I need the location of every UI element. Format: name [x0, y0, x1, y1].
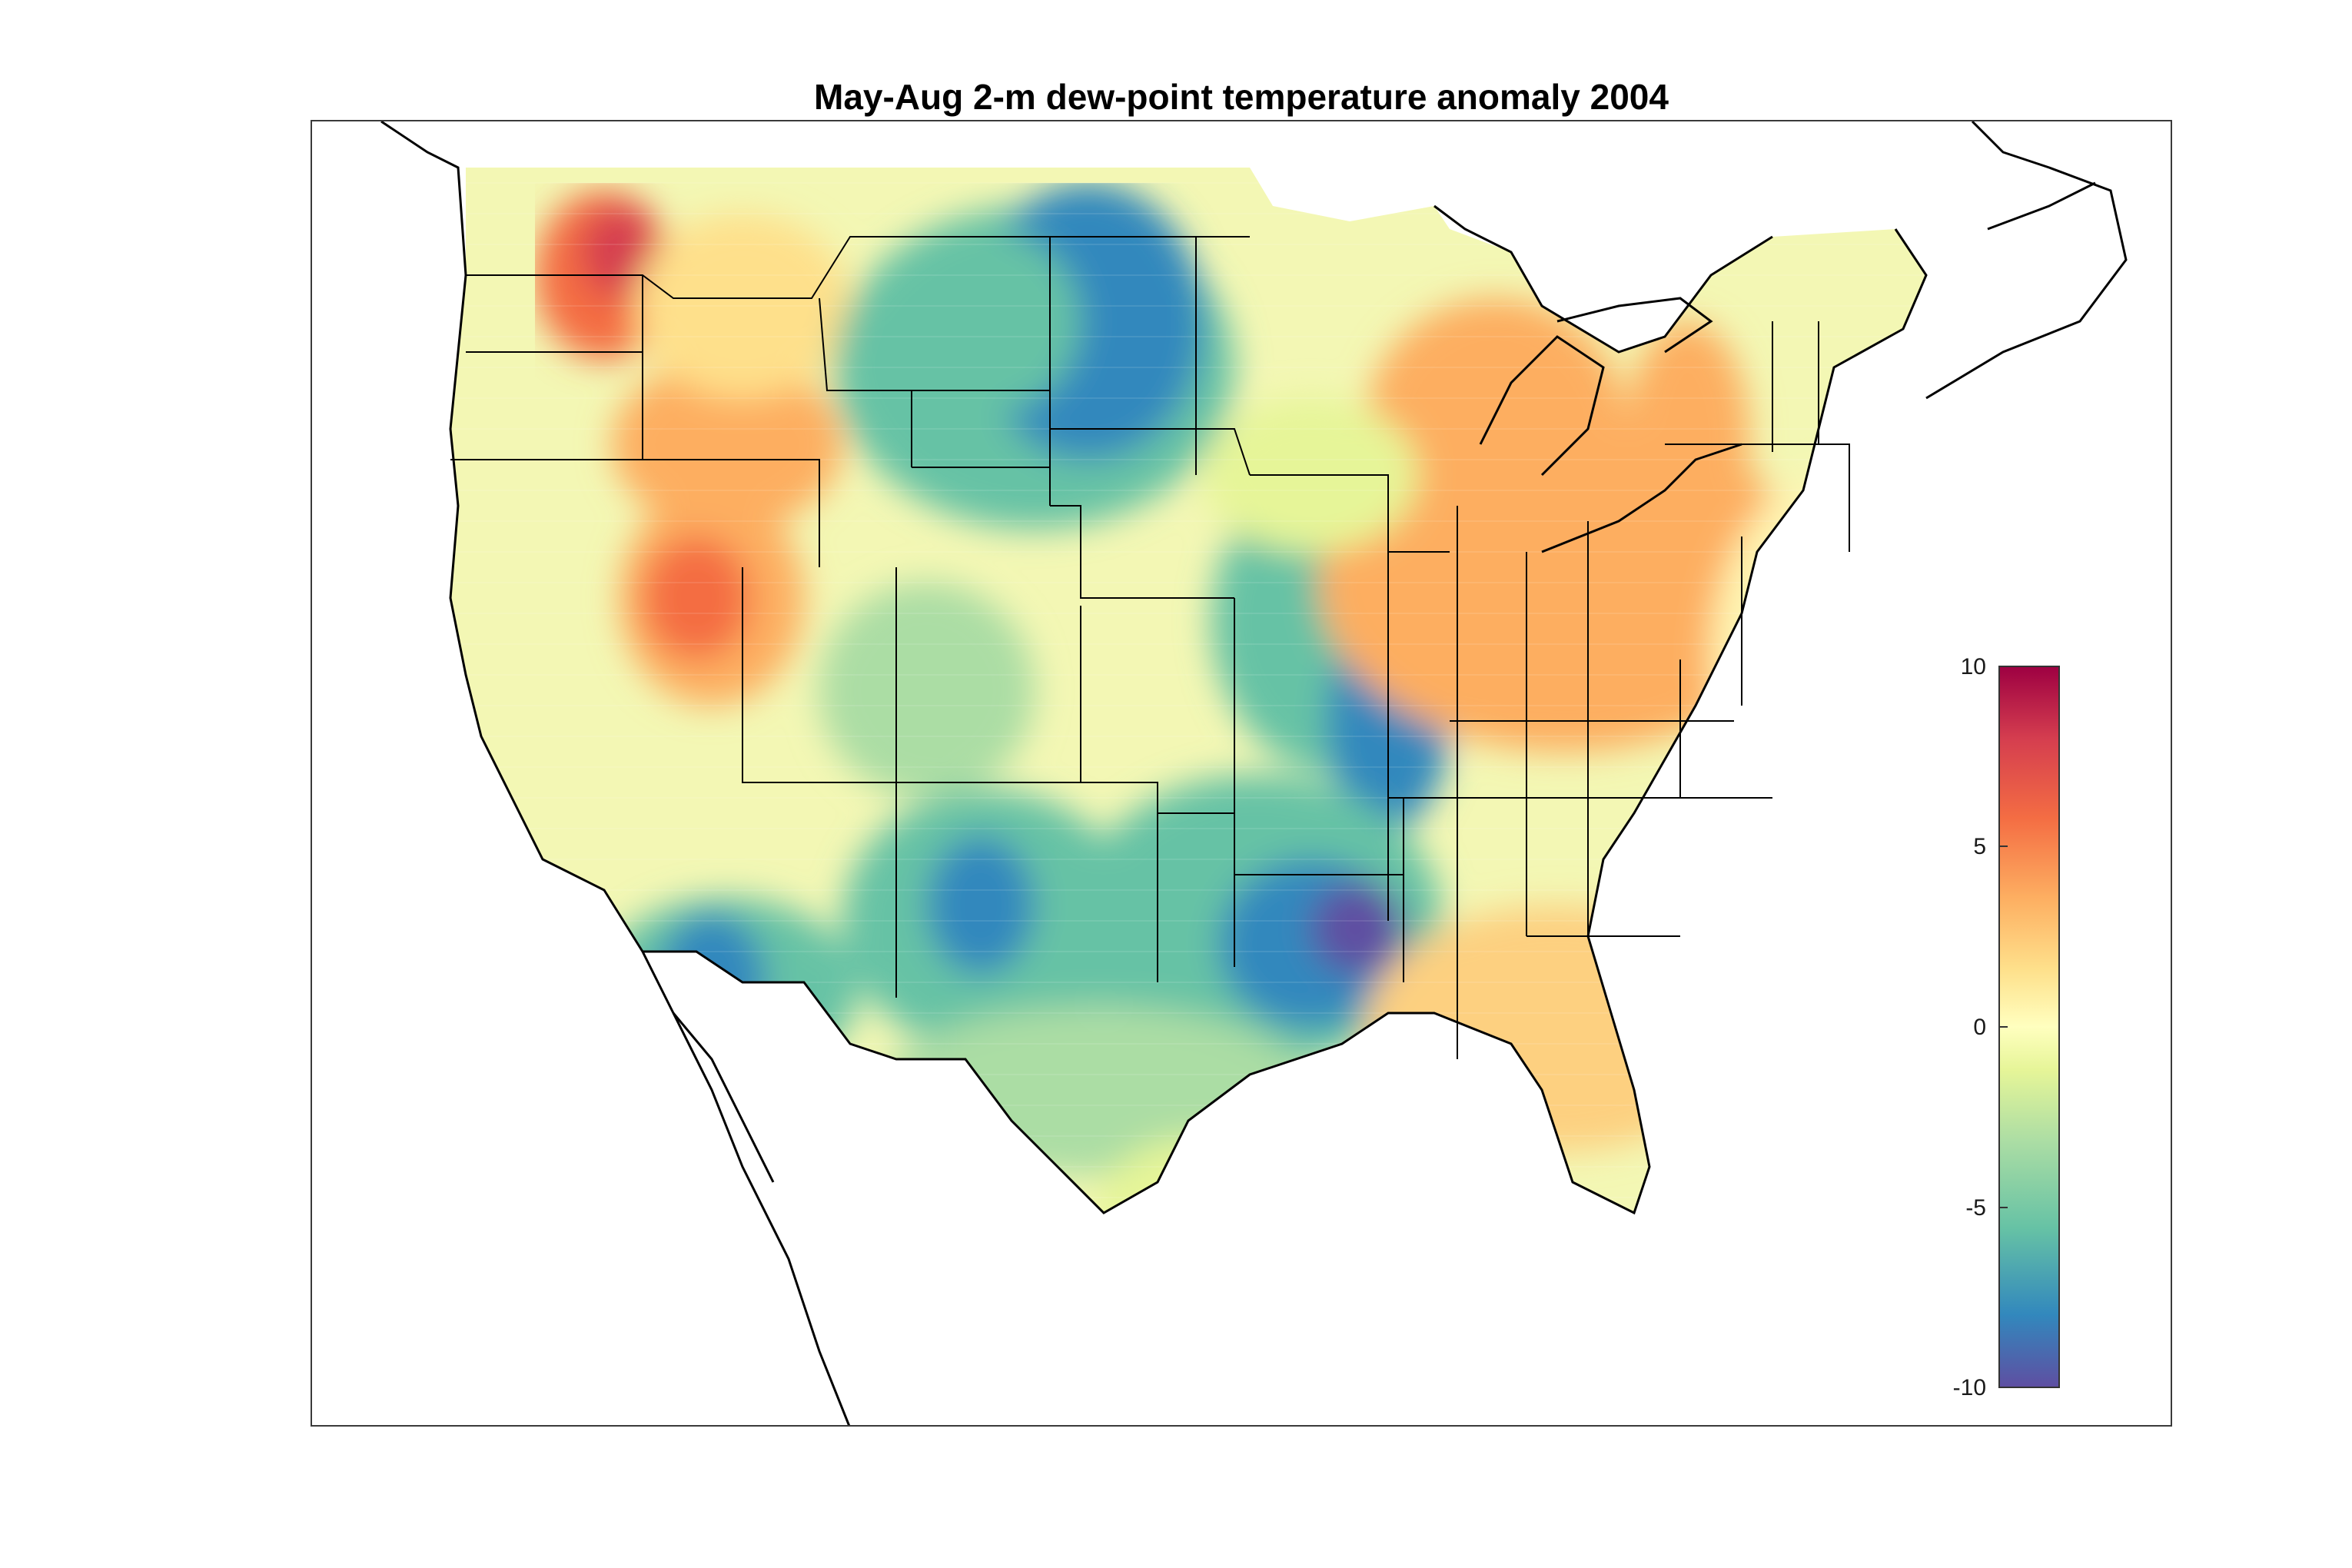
- colorbar-tick-label: -5: [1965, 1195, 1986, 1221]
- colorbar-tick-mark: [1998, 666, 2008, 667]
- colorbar-tick-mark: [1998, 1026, 2008, 1028]
- colorbar-tick-label: 0: [1973, 1015, 1986, 1040]
- coastlines: [380, 121, 2128, 1425]
- colorbar-tick-label: 5: [1973, 834, 1986, 859]
- colorbar-tick-mark: [1998, 1207, 2008, 1208]
- colorbar-gradient: [2000, 667, 2058, 1387]
- colorbar-tick-label: -10: [1952, 1375, 1986, 1400]
- colorbar-tick-mark: [1998, 845, 2008, 847]
- chart-title: May-Aug 2-m dew-point temperature anomal…: [814, 77, 1669, 117]
- map-axes: [311, 120, 2172, 1427]
- state-boundaries: [450, 236, 1850, 1059]
- map-canvas: [380, 121, 2128, 1425]
- colorbar-tick-label: 10: [1960, 654, 1986, 679]
- colorbar: [1998, 666, 2060, 1388]
- colorbar-tick-mark: [1998, 1387, 2008, 1388]
- anomaly-field: [450, 168, 1926, 1213]
